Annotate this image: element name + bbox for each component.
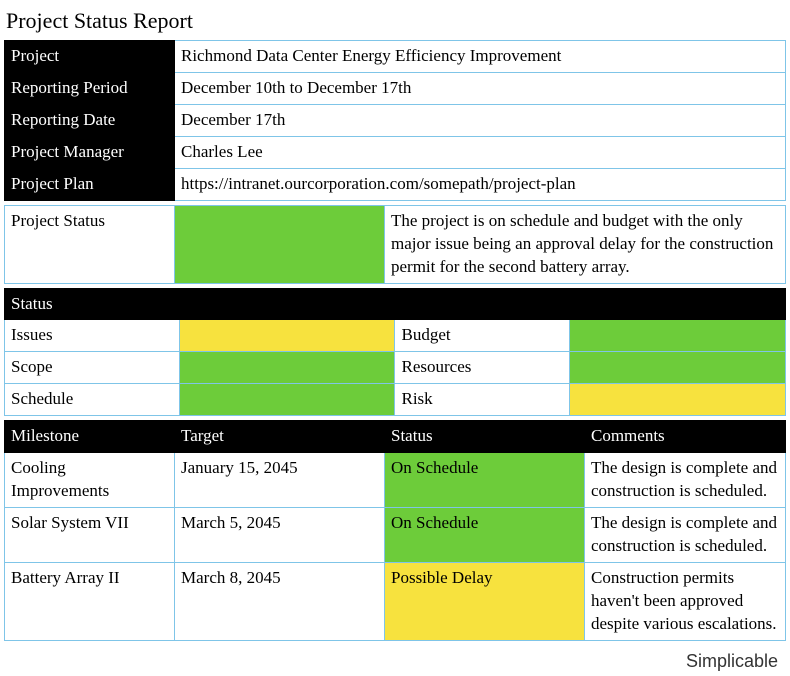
status-item-label: Budget	[395, 320, 570, 352]
status-item-indicator	[179, 352, 395, 384]
milestone-target: March 8, 2045	[175, 562, 385, 640]
project-status-indicator	[175, 205, 385, 283]
milestone-comments: The design is complete and construction …	[585, 508, 786, 563]
info-value: Richmond Data Center Energy Efficiency I…	[175, 41, 786, 73]
status-item-indicator	[570, 384, 786, 416]
status-item-indicator	[179, 320, 395, 352]
status-item-label: Scope	[5, 352, 180, 384]
info-label: Reporting Date	[5, 104, 175, 136]
table-row: Cooling ImprovementsJanuary 15, 2045On S…	[5, 453, 786, 508]
milestone-status: Possible Delay	[385, 562, 585, 640]
milestone-status: On Schedule	[385, 453, 585, 508]
milestone-header: Status	[385, 421, 585, 453]
status-item-label: Risk	[395, 384, 570, 416]
info-label: Project Plan	[5, 168, 175, 200]
status-header: Status	[5, 288, 786, 320]
milestone-name: Battery Array II	[5, 562, 175, 640]
info-table: ProjectRichmond Data Center Energy Effic…	[4, 40, 786, 201]
status-table: Status Issues Budget Scope Resources Schedul…	[4, 288, 786, 417]
status-item-indicator	[179, 384, 395, 416]
table-row: Solar System VIIMarch 5, 2045On Schedule…	[5, 508, 786, 563]
footer-brand: Simplicable	[4, 645, 786, 672]
status-item-indicator	[570, 320, 786, 352]
milestone-header: Target	[175, 421, 385, 453]
milestone-target: January 15, 2045	[175, 453, 385, 508]
project-status-label: Project Status	[5, 205, 175, 283]
status-item-label: Resources	[395, 352, 570, 384]
status-item-label: Issues	[5, 320, 180, 352]
info-value: https://intranet.ourcorporation.com/some…	[175, 168, 786, 200]
report-title: Project Status Report	[4, 4, 786, 40]
info-value: December 10th to December 17th	[175, 72, 786, 104]
milestone-comments: The design is complete and construction …	[585, 453, 786, 508]
milestones-table: MilestoneTargetStatusComments Cooling Im…	[4, 420, 786, 641]
milestone-status: On Schedule	[385, 508, 585, 563]
info-label: Project Manager	[5, 136, 175, 168]
milestone-header: Milestone	[5, 421, 175, 453]
status-item-indicator	[570, 352, 786, 384]
project-status-table: Project Status The project is on schedul…	[4, 205, 786, 284]
info-label: Project	[5, 41, 175, 73]
milestone-target: March 5, 2045	[175, 508, 385, 563]
status-item-label: Schedule	[5, 384, 180, 416]
project-status-summary: The project is on schedule and budget wi…	[385, 205, 786, 283]
info-label: Reporting Period	[5, 72, 175, 104]
milestone-comments: Construction permits haven't been approv…	[585, 562, 786, 640]
milestone-name: Solar System VII	[5, 508, 175, 563]
table-row: Battery Array IIMarch 8, 2045Possible De…	[5, 562, 786, 640]
info-value: Charles Lee	[175, 136, 786, 168]
milestone-name: Cooling Improvements	[5, 453, 175, 508]
info-value: December 17th	[175, 104, 786, 136]
milestone-header: Comments	[585, 421, 786, 453]
